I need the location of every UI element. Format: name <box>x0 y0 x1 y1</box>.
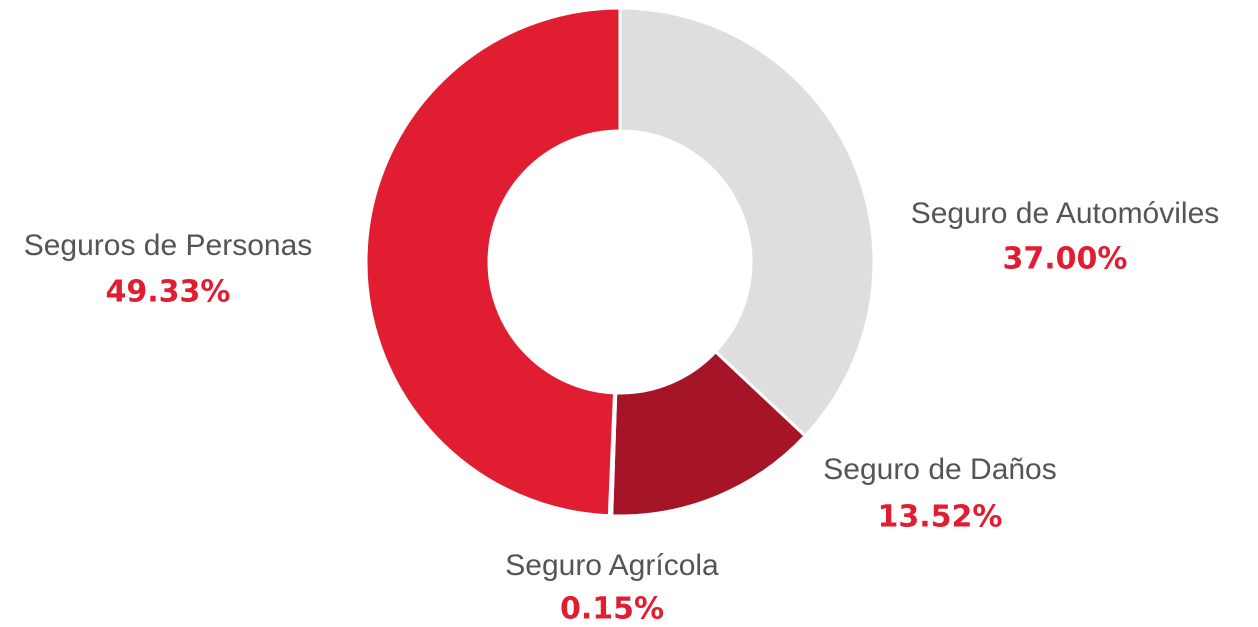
slice-label: Seguro de Automóviles <box>911 197 1220 230</box>
slice-value-label: 13.52% <box>878 500 1003 535</box>
slice-label: Seguro Agrícola <box>505 549 719 582</box>
slice-value-label: 37.00% <box>1003 242 1128 277</box>
donut-slice <box>364 6 622 518</box>
donut-slice <box>618 6 876 438</box>
donut-slice <box>610 349 808 518</box>
slice-label: Seguros de Personas <box>24 229 313 262</box>
slice-value-label: 0.15% <box>560 592 664 627</box>
slice-value-label: 49.33% <box>106 275 231 310</box>
slice-label: Seguro de Daños <box>823 453 1057 486</box>
